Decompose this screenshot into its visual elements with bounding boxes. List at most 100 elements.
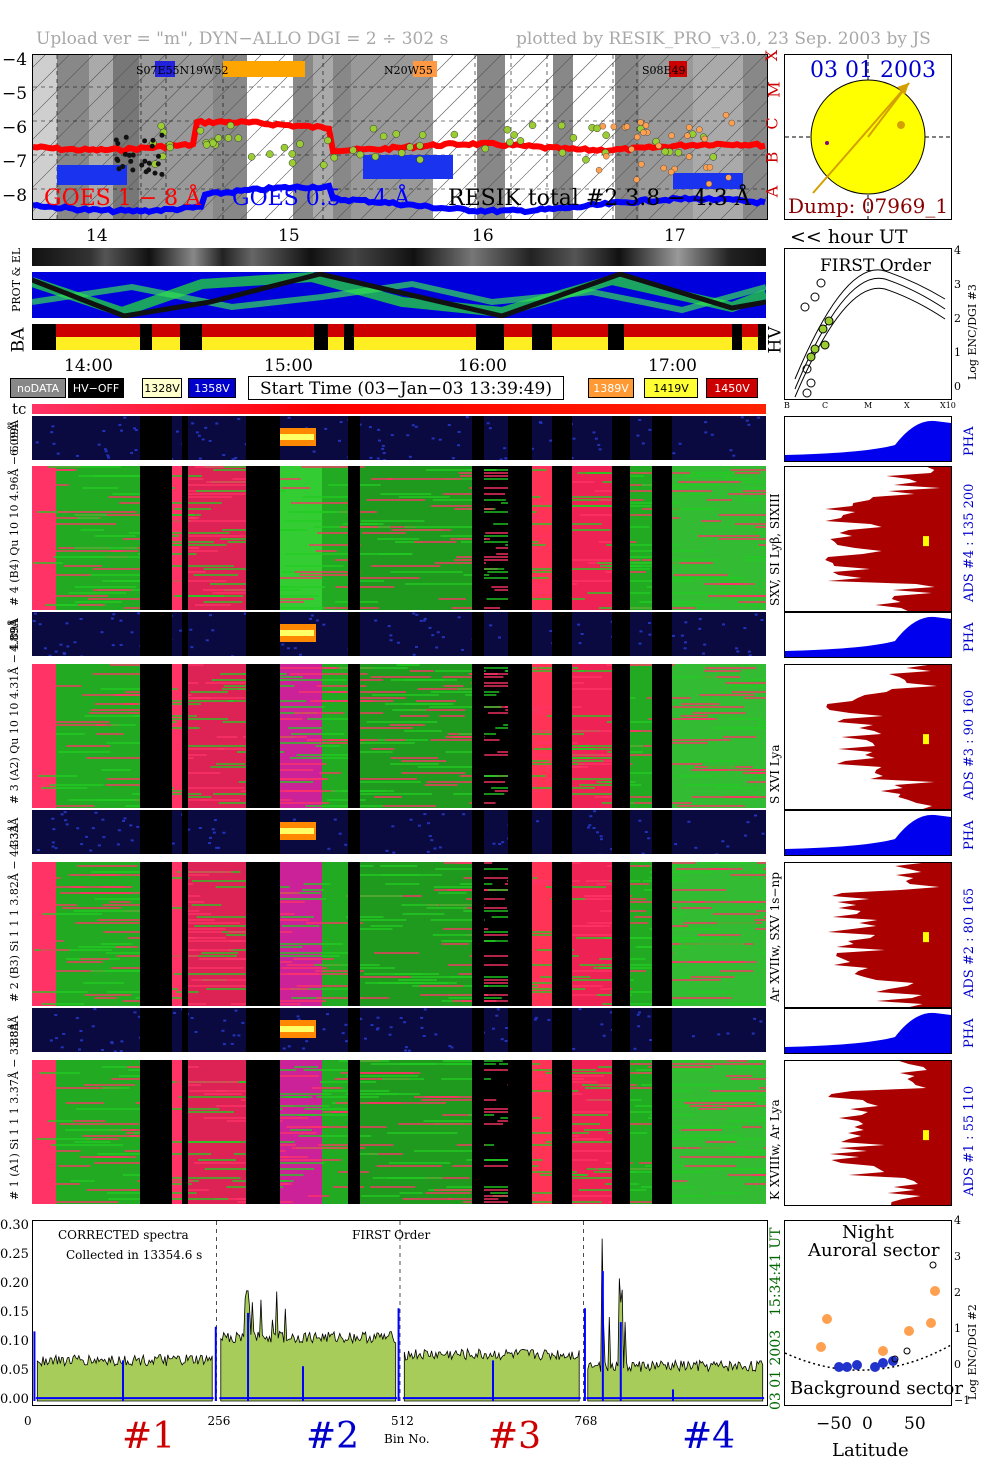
upload-version: Upload ver = "m", DYN−ALLO DGI = 2 ÷ 302… — [36, 29, 449, 49]
first-order-xtick: B — [784, 401, 790, 410]
first-order-ylabel: Log ENC/DGI #3 — [966, 284, 979, 380]
lat-ytick: −1 — [954, 1394, 971, 1407]
spectrum-ytick: 0.25 — [0, 1247, 29, 1262]
goes-ytick: −5 — [2, 84, 28, 104]
pha-histogram-2 — [784, 612, 952, 658]
hour-unit-label: << hour UT — [790, 226, 908, 248]
first-order-chart — [794, 269, 946, 398]
goes-ytick: −6 — [2, 118, 28, 138]
legend-1358v: 1358V — [188, 378, 236, 398]
spectrum-ytick: 0.15 — [0, 1305, 29, 1320]
pha-label: PHA — [962, 426, 977, 456]
legend-nodata: noDATA — [10, 378, 66, 398]
spectrum-xtick: 512 — [391, 1414, 414, 1428]
lat-ytick: 2 — [954, 1286, 961, 1299]
region-label-1: S07E55N19W52 — [136, 64, 229, 77]
goes-long-label: GOES 1 − 8 Å — [44, 186, 202, 211]
channel-lines-label: K XVIIIw, Ar Lya — [768, 1099, 782, 1200]
lat-ylabel: Log ENC/DGI #2 — [966, 1304, 979, 1400]
ba-chart — [56, 324, 758, 350]
resik-label: RESIK total #2 3.8 − 4.3 Å — [448, 186, 751, 211]
legend-1450v: 1450V — [706, 378, 758, 398]
first-order-ytick: 3 — [954, 278, 961, 291]
spectrum-ytick: 0.20 — [0, 1276, 29, 1291]
lat-xtick: 50 — [904, 1414, 926, 1434]
legend-1389v: 1389V — [588, 378, 634, 398]
legend-1328v: 1328V — [142, 378, 182, 398]
sun-dump: Dump: 07969_1 — [788, 194, 949, 218]
spectrum-xlabel: Bin No. — [384, 1432, 430, 1446]
spectrum-area-3 — [403, 1347, 580, 1402]
sun-panel — [784, 54, 952, 220]
ads-histogram-2 — [784, 664, 952, 810]
channel-label: # 3 (A2) Qu 10 10 4.31Å − 4.89Å — [8, 618, 21, 804]
pha-histogram-1 — [784, 416, 952, 462]
lat-ytick: 0 — [954, 1358, 961, 1371]
channel-image-4 — [32, 1060, 766, 1204]
spectrum-chart — [33, 1221, 765, 1405]
ads-label: ADS #1 : 55 110 — [962, 1085, 977, 1196]
goes-class-letter: M — [764, 81, 784, 98]
spectrum-ytick: 0.30 — [0, 1218, 29, 1233]
spectrum-area-2 — [220, 1290, 397, 1402]
tc-label: tc — [12, 400, 27, 418]
lat-title2: Auroral sector — [808, 1240, 940, 1261]
ads-histogram-1 — [784, 466, 952, 612]
time-tick-label: 17:00 — [648, 356, 697, 376]
prot-label: PROT & EL — [10, 247, 23, 312]
lat-xtick: 0 — [862, 1414, 873, 1434]
pha-label: PHA — [962, 1018, 977, 1048]
first-order-ytick: 4 — [954, 244, 961, 257]
goes-panel — [32, 54, 768, 220]
region-label-3: S08E49 — [642, 64, 686, 77]
pha-image-3 — [32, 810, 766, 854]
channel-label: # 2 (B3) Si 1 1 1 3.82Å − 4.33Å — [8, 824, 21, 1003]
start-time-box: Start Time (03−Jan−03 13:39:49) — [248, 376, 564, 400]
tc-bar — [32, 404, 766, 414]
spectrum-area-4 — [587, 1238, 764, 1402]
spectrum-panel — [32, 1220, 768, 1406]
spectrum-area-1 — [36, 1353, 213, 1402]
plotted-by: plotted by RESIK_PRO_v3.0, 23 Sep. 2003 … — [516, 29, 931, 49]
channel-image-1 — [32, 466, 766, 610]
spectrum-time: 15:34:41 UT — [768, 1227, 784, 1316]
pha-histogram-3 — [784, 810, 952, 856]
pha-histogram-4 — [784, 1008, 952, 1054]
first-order-title: FIRST Order — [820, 256, 931, 276]
lat-title1: Night — [842, 1222, 894, 1243]
ads-label: ADS #4 : 135 200 — [962, 483, 977, 602]
spectrum-ytick: 0.05 — [0, 1363, 29, 1378]
ba-strip — [32, 324, 766, 350]
spectrum-ytick: 0.00 — [0, 1392, 29, 1407]
channel-lines-label: Ar XVIIw, SXV 1s−np — [768, 872, 782, 1002]
sun-disk — [785, 55, 951, 219]
segment-label-1: #1 — [122, 1416, 176, 1457]
spectrum-order: FIRST Order — [352, 1228, 431, 1242]
goes-class-letter: A — [762, 185, 782, 198]
goes-short-label: GOES 0.5 − 4 Å — [232, 186, 411, 211]
pha-image-4 — [32, 1008, 766, 1052]
channel-label: # 1 (A1) Si 1 1 1 3.37Å − 3.88Å — [8, 1022, 21, 1200]
ads-histogram-3 — [784, 862, 952, 1008]
pha-label: PHA — [962, 820, 977, 850]
lat-ytick: 3 — [954, 1250, 961, 1263]
time-tick-label: 16:00 — [458, 356, 507, 376]
ba-label: BA — [8, 327, 29, 353]
spectrum-title: CORRECTED spectra — [58, 1228, 189, 1242]
spectrum-date: 03 01 2003 — [768, 1329, 784, 1410]
ads-histogram-4 — [784, 1060, 952, 1206]
channel-image-2 — [32, 664, 766, 808]
hour-tick-label: 16 — [472, 226, 494, 246]
first-order-xtick: X — [904, 401, 910, 410]
goes-ytick: −8 — [2, 186, 28, 206]
lat-ytick: 4 — [954, 1214, 961, 1227]
goes-ytick: −7 — [2, 152, 28, 172]
spectrum-xtick: 256 — [207, 1414, 231, 1428]
first-order-ytick: 0 — [954, 380, 961, 393]
segment-label-2: #2 — [306, 1416, 360, 1457]
first-order-xtick: X10 — [940, 401, 956, 410]
el-strip — [32, 248, 766, 266]
lat-panel — [784, 1220, 952, 1406]
ads-label: ADS #2 : 80 165 — [962, 887, 977, 998]
hour-tick-label: 14 — [86, 226, 108, 246]
